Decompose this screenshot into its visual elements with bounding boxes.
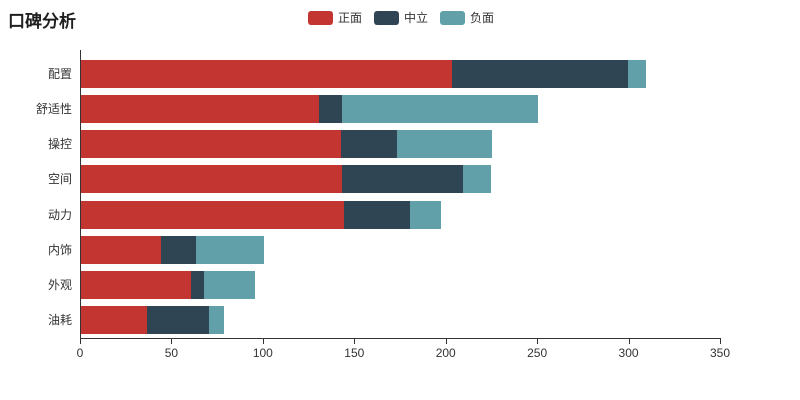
bar-segment-中立[interactable] (190, 270, 204, 299)
legend-swatch (374, 10, 400, 25)
y-axis-category-label: 空间 (47, 172, 72, 187)
bar-segment-中立[interactable] (318, 95, 343, 124)
legend-item[interactable]: 中立 (374, 9, 428, 26)
x-axis-line (80, 338, 721, 339)
bar-row (81, 60, 646, 88)
x-axis-tick (720, 339, 721, 344)
x-axis-tick-label: 350 (709, 346, 731, 360)
bar-segment-中立[interactable] (146, 305, 209, 334)
legend-swatch (308, 10, 333, 25)
bar-row (81, 130, 493, 159)
bar-segment-负面[interactable] (627, 60, 646, 88)
bar-row (81, 270, 255, 299)
bar-segment-正面[interactable] (81, 305, 147, 334)
x-axis-tick-label: 0 (76, 346, 84, 360)
bar-segment-负面[interactable] (397, 130, 493, 159)
bar-segment-正面[interactable] (81, 95, 319, 124)
bar-segment-正面[interactable] (81, 235, 162, 264)
bar-segment-中立[interactable] (342, 165, 464, 194)
x-axis-tick-label: 50 (164, 346, 179, 360)
x-axis-tick (628, 339, 630, 344)
bar-segment-负面[interactable] (208, 305, 224, 334)
legend-item[interactable]: 正面 (308, 9, 362, 26)
bar-segment-负面[interactable] (196, 235, 264, 264)
x-axis-tick (262, 339, 264, 344)
bar-segment-正面[interactable] (81, 130, 341, 159)
x-axis-tick (354, 339, 356, 344)
x-axis-tick-label: 100 (252, 346, 273, 360)
bar-segment-中立[interactable] (452, 60, 628, 88)
legend-swatch (440, 10, 466, 25)
bar-segment-正面[interactable] (81, 60, 453, 88)
legend-label: 负面 (470, 11, 495, 25)
x-axis-tick (171, 339, 173, 344)
bar-segment-正面[interactable] (81, 200, 345, 229)
legend-label: 中立 (404, 11, 429, 25)
x-axis-tick-label: 250 (527, 346, 548, 360)
x-axis-tick (445, 339, 447, 344)
legend-item[interactable]: 负面 (440, 9, 494, 26)
bar-segment-负面[interactable] (463, 165, 491, 194)
x-axis-tick-label: 300 (618, 346, 639, 360)
y-axis-category-label: 油耗 (47, 312, 72, 327)
bar-segment-中立[interactable] (344, 200, 411, 229)
chart-title: 口碑分析 (8, 12, 76, 31)
bar-row (81, 305, 224, 334)
x-axis-tick (537, 339, 539, 344)
y-axis-category-label: 操控 (47, 137, 72, 152)
bar-row (81, 235, 264, 264)
bar-segment-负面[interactable] (203, 270, 255, 299)
y-axis-category-label: 舒适性 (35, 102, 72, 117)
bar-segment-负面[interactable] (410, 200, 442, 229)
bar-row (81, 200, 442, 229)
legend: 正面 中立 负面 (308, 9, 494, 26)
y-axis-line (80, 50, 81, 339)
bar-row (81, 165, 491, 194)
bar-row (81, 95, 539, 124)
bar-segment-中立[interactable] (161, 235, 197, 264)
y-axis-category-label: 内饰 (47, 242, 72, 257)
bar-segment-中立[interactable] (340, 130, 398, 159)
legend-label: 正面 (338, 11, 363, 25)
bar-segment-正面[interactable] (81, 165, 343, 194)
y-axis-category-label: 配置 (47, 67, 72, 81)
x-axis-tick (80, 339, 81, 344)
x-axis-tick-label: 200 (435, 346, 456, 360)
y-axis-category-label: 外观 (47, 277, 72, 292)
bar-segment-负面[interactable] (342, 95, 539, 124)
x-axis-tick-label: 150 (344, 346, 365, 360)
bar-segment-正面[interactable] (81, 270, 191, 299)
y-axis-category-label: 动力 (47, 207, 72, 222)
